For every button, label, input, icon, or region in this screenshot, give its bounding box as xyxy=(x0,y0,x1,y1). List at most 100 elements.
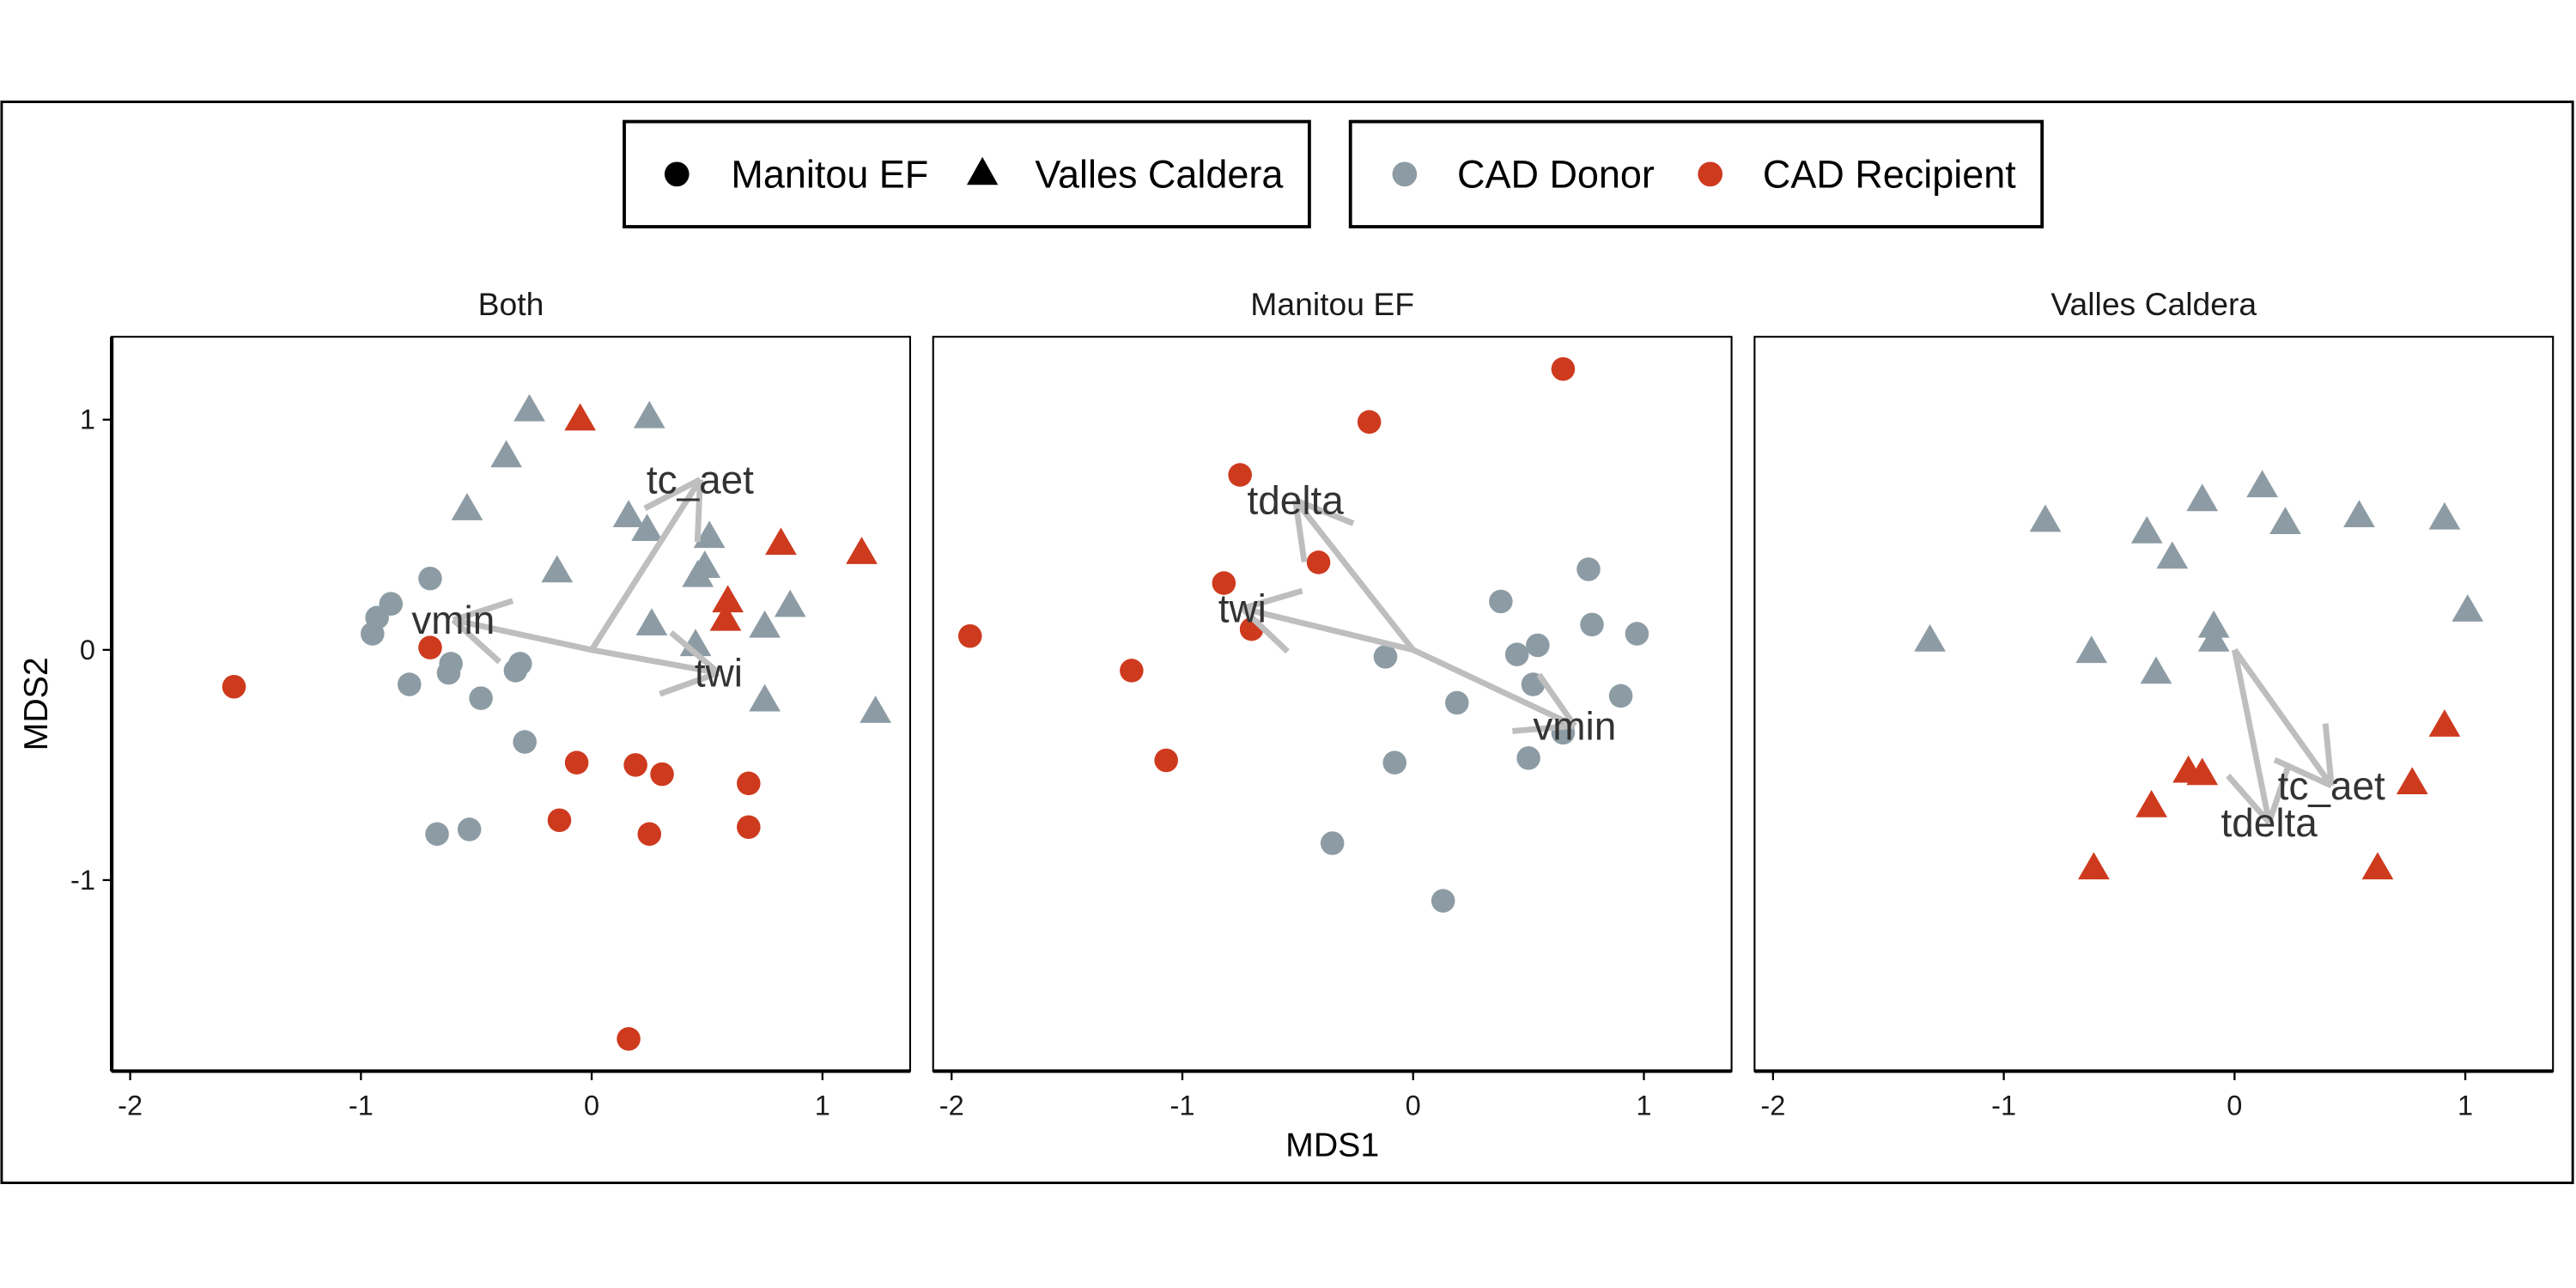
legend-key-cad-recipient xyxy=(1698,161,1723,187)
data-point-triangle xyxy=(2075,635,2108,664)
facet-title: Valles Caldera xyxy=(2050,286,2257,322)
vector-shaft xyxy=(2231,649,2273,823)
x-tick-label: 1 xyxy=(2458,1091,2473,1121)
vector-label: twi xyxy=(1218,586,1267,631)
x-axis-title: MDS1 xyxy=(1285,1127,1379,1164)
data-point-circle xyxy=(1608,683,1633,708)
data-point-triangle xyxy=(633,400,665,428)
vector-shaft xyxy=(453,617,592,653)
data-point-circle xyxy=(1551,356,1576,381)
legend-label-cad-recipient: CAD Recipient xyxy=(1763,152,2016,196)
data-point-circle xyxy=(1516,746,1540,770)
data-point-triangle xyxy=(2029,504,2062,532)
data-point-triangle xyxy=(774,589,806,617)
data-point-circle xyxy=(425,822,449,847)
vector-arrowhead xyxy=(451,617,502,665)
data-point-circle xyxy=(222,674,246,699)
data-point-circle xyxy=(737,815,761,840)
data-point-triangle xyxy=(693,520,726,549)
data-point-circle xyxy=(1577,557,1601,581)
data-point-triangle xyxy=(2428,501,2461,530)
x-tick-label: 0 xyxy=(584,1091,599,1121)
vector-arrowhead xyxy=(1292,500,1308,563)
data-point-circle xyxy=(1306,550,1331,574)
vector-arrow xyxy=(589,477,703,652)
vector-label: tdelta xyxy=(1248,478,1345,523)
vector-arrow xyxy=(1412,647,1577,734)
data-point-circle xyxy=(547,808,572,832)
panel-border xyxy=(1753,336,2555,1072)
vector-arrowhead xyxy=(669,630,721,676)
data-point-circle xyxy=(418,566,442,591)
point-layer xyxy=(222,393,892,1051)
x-tick-label: -2 xyxy=(1760,1091,1785,1121)
x-tick-label: -2 xyxy=(118,1091,143,1121)
plot-frame xyxy=(0,100,2574,1184)
vector-label: tc_aet xyxy=(2278,763,2385,808)
data-point-circle xyxy=(564,750,589,775)
data-point-triangle xyxy=(631,513,663,542)
legend-label-cad-donor: CAD Donor xyxy=(1457,152,1655,196)
data-point-triangle xyxy=(682,559,714,587)
data-point-triangle xyxy=(2136,790,2167,817)
vector-shaft xyxy=(1292,498,1416,652)
vector-arrowhead xyxy=(1240,606,1290,654)
data-point-triangle xyxy=(513,393,545,422)
data-point-circle xyxy=(737,771,761,796)
data-point-circle xyxy=(436,660,461,685)
vector-arrowhead xyxy=(1294,497,1355,526)
data-point-circle xyxy=(398,672,422,696)
data-point-triangle xyxy=(2343,500,2375,527)
point-layer xyxy=(957,356,1649,913)
data-point-circle xyxy=(361,622,385,646)
vector-label: tc_aet xyxy=(647,457,754,501)
legend-site: Manitou EF Valles Caldera xyxy=(623,119,1311,228)
data-point-triangle xyxy=(2130,515,2163,544)
data-point-triangle xyxy=(2451,594,2484,622)
data-point-circle xyxy=(1526,633,1550,658)
vector-label: twi xyxy=(695,651,743,696)
data-point-triangle xyxy=(541,555,574,583)
vector-arrow xyxy=(1240,587,1414,654)
vector-shaft xyxy=(589,477,703,652)
data-point-circle xyxy=(617,1027,641,1051)
data-point-triangle xyxy=(2269,507,2301,535)
vector-arrow xyxy=(451,598,592,665)
x-tick-label: 1 xyxy=(815,1091,830,1121)
data-point-circle xyxy=(1625,622,1649,646)
data-point-triangle xyxy=(2428,709,2461,737)
data-point-triangle xyxy=(2186,757,2219,786)
data-point-circle xyxy=(637,822,662,847)
data-point-circle xyxy=(503,659,528,683)
data-point-circle xyxy=(513,730,537,754)
legend-key-triangle xyxy=(966,156,999,185)
x-tick-label: -1 xyxy=(1170,1091,1195,1121)
panel-border xyxy=(111,336,912,1072)
data-point-triangle xyxy=(612,500,645,527)
legend-label-manitou-ef: Manitou EF xyxy=(731,152,928,196)
facet-title: Both xyxy=(478,286,544,322)
vector-shaft xyxy=(591,647,720,677)
vector-arrowhead xyxy=(2226,774,2272,825)
data-point-circle xyxy=(1373,645,1398,669)
data-point-circle xyxy=(1357,410,1382,434)
vector-arrowhead xyxy=(2322,723,2335,787)
data-point-triangle xyxy=(749,683,781,712)
data-point-circle xyxy=(1120,659,1144,683)
vector-label: vmin xyxy=(1533,703,1616,748)
data-point-triangle xyxy=(860,696,892,723)
data-point-circle xyxy=(1504,642,1529,666)
legend-key-cad-donor xyxy=(1392,161,1418,187)
vector-arrowhead xyxy=(452,598,514,623)
facet-title: Manitou EF xyxy=(1250,286,1414,322)
x-tick-label: 0 xyxy=(2227,1091,2242,1121)
data-point-triangle xyxy=(2361,852,2394,880)
data-point-triangle xyxy=(712,585,744,613)
data-point-circle xyxy=(1154,748,1178,773)
vector-arrow xyxy=(591,630,721,697)
data-point-circle xyxy=(650,762,674,787)
vector-arrowhead xyxy=(643,477,702,512)
